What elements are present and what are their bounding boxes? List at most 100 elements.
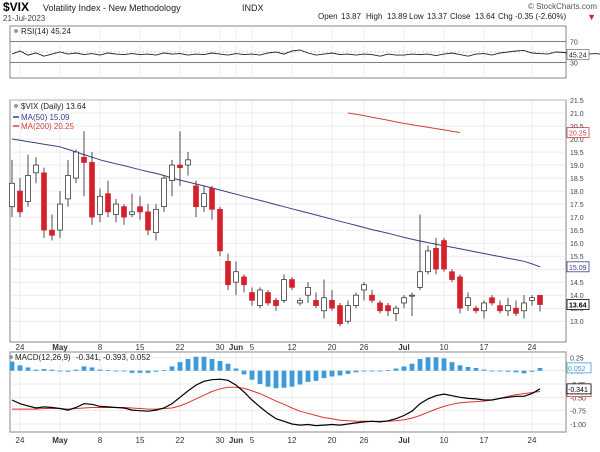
candle-up xyxy=(305,287,311,296)
x-axis-label: 15 xyxy=(136,343,145,352)
price-tick-label: 19.0 xyxy=(570,163,584,170)
macd-histogram-bar xyxy=(297,370,303,385)
macd-histogram-bar xyxy=(57,370,63,372)
macd-histogram-bar xyxy=(345,370,351,374)
candle-up xyxy=(113,203,119,215)
x-axis-label-bottom: 17 xyxy=(480,436,489,445)
price-ma200-tag-box xyxy=(566,127,590,138)
x-axis-label-bottom: May xyxy=(52,436,68,445)
x-axis-label: 26 xyxy=(360,343,369,352)
macd-histogram-bar xyxy=(313,370,319,381)
macd-histogram-bar xyxy=(353,370,359,373)
x-axis-label-bottom: 26 xyxy=(360,436,369,445)
price-tick-label: 17.5 xyxy=(570,202,584,209)
price-close-tag-box xyxy=(566,299,590,310)
price-tick-label: 14.0 xyxy=(570,293,584,300)
price-panel xyxy=(9,99,567,343)
candle-down xyxy=(537,295,543,305)
price-tick-label: 17.0 xyxy=(570,215,584,222)
candle-up xyxy=(9,182,15,208)
candle-down xyxy=(377,302,383,312)
macd-histogram-bar xyxy=(321,370,327,379)
rsi-tick-label: 30 xyxy=(570,60,578,67)
candle-up xyxy=(417,271,423,288)
macd-histogram-bar xyxy=(393,368,399,371)
close-value: 13.64 xyxy=(475,12,496,21)
ma200-line xyxy=(347,112,461,133)
x-axis-label: 24 xyxy=(16,343,25,352)
candle-up xyxy=(185,159,191,166)
x-axis-label: May xyxy=(52,343,68,352)
price-tick-label: 15.5 xyxy=(570,254,584,261)
x-axis-label: 8 xyxy=(98,343,103,352)
candle-down xyxy=(249,292,255,301)
candle-up xyxy=(345,305,351,322)
macd-histogram-bar xyxy=(177,362,183,371)
macd-histogram-bar xyxy=(89,367,95,371)
price-tick-label: 14.5 xyxy=(570,280,584,287)
candle-down xyxy=(289,279,295,288)
macd-histogram-bar xyxy=(17,365,23,371)
candle-up xyxy=(529,297,535,301)
candle-down xyxy=(329,300,335,309)
macd-histogram-bar xyxy=(129,370,135,373)
candle-down xyxy=(265,292,271,304)
macd-histogram-bar xyxy=(281,370,287,388)
x-axis-label: 30 xyxy=(216,343,225,352)
price-tick-label: 20.0 xyxy=(570,137,584,144)
candle-down xyxy=(489,297,495,304)
candle-down xyxy=(513,307,519,314)
candle-up xyxy=(97,195,103,215)
macd-histogram-bar xyxy=(377,370,383,372)
open-label: Open xyxy=(318,12,338,21)
candle-up xyxy=(505,305,511,312)
macd-histogram-bar xyxy=(505,370,511,372)
macd-histogram-bar xyxy=(329,370,335,377)
candle-down xyxy=(177,164,183,169)
x-axis-label-bottom: 24 xyxy=(528,436,537,445)
x-axis-label-bottom: 15 xyxy=(136,436,145,445)
price-tick-label: 16.0 xyxy=(570,241,584,248)
x-axis-label: 10 xyxy=(440,343,449,352)
candle-up xyxy=(233,271,239,283)
candle-down xyxy=(217,208,223,252)
macd-value-tag-box xyxy=(566,383,592,395)
x-axis-label-bottom: 8 xyxy=(98,436,103,445)
candle-up xyxy=(33,164,39,174)
x-axis-label-bottom: Jun xyxy=(229,436,243,445)
chart-date: 21-Jul-2023 xyxy=(3,14,46,23)
macd-histogram-bar xyxy=(305,370,311,382)
macd-histogram-bar xyxy=(137,370,143,373)
macd-legend-values: -0.341, -0.393, 0.052 xyxy=(76,353,151,362)
price-ma200-tag: 20.25 xyxy=(569,131,587,138)
candle-down xyxy=(105,193,111,213)
candle-up xyxy=(409,294,415,297)
macd-histogram-bar xyxy=(41,369,47,371)
candle-down xyxy=(273,300,279,306)
symbol: $VIX xyxy=(3,0,29,14)
x-axis-label-bottom: Jul xyxy=(398,436,410,445)
macd-histogram-bar xyxy=(481,369,487,371)
candle-up xyxy=(281,279,287,301)
macd-histogram-bar xyxy=(265,370,271,387)
macd-histogram-bar xyxy=(97,369,103,371)
macd-histogram-bar xyxy=(81,366,87,371)
candle-up xyxy=(361,284,367,291)
price-legend: $VIX (Daily) 13.64 xyxy=(21,102,86,111)
candle-down xyxy=(41,172,47,231)
macd-histogram-bar xyxy=(209,358,215,371)
candle-down xyxy=(17,190,23,213)
macd-histogram-bar xyxy=(401,366,407,371)
x-axis-label: 22 xyxy=(176,343,185,352)
rsi-legend-icon xyxy=(14,29,18,33)
x-axis-label: 12 xyxy=(288,343,297,352)
candle-up xyxy=(521,302,527,312)
candle-up xyxy=(73,151,79,179)
macd-histogram-bar xyxy=(105,370,111,371)
candle-down xyxy=(313,300,319,306)
price-tick-label: 21.5 xyxy=(570,98,584,105)
x-axis-label-bottom: 24 xyxy=(16,436,25,445)
macd-signal-line xyxy=(12,386,541,422)
chg-down-icon: ▼ xyxy=(587,12,596,22)
